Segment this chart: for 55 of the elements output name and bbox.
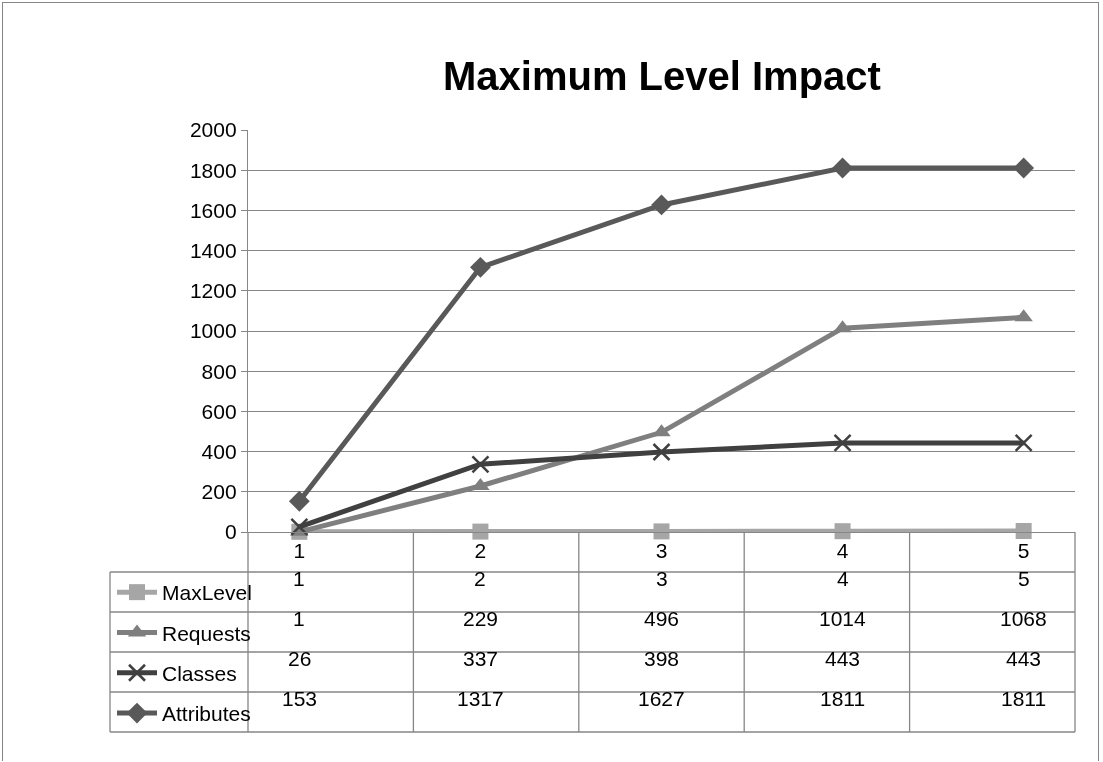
point: [833, 433, 852, 453]
legend-label: Classes: [162, 661, 237, 685]
point: [288, 490, 310, 512]
y-tick-label: 2000: [189, 118, 237, 142]
legend-label: Requests: [162, 621, 251, 645]
point: [1014, 433, 1033, 453]
y-tick-label: 600: [201, 399, 237, 423]
y-tick-label: 1600: [189, 198, 237, 222]
data-label: 398: [644, 647, 680, 670]
data-label: 443: [825, 647, 861, 670]
x-tick-label: 5: [1017, 539, 1030, 563]
data-label: 1: [293, 567, 305, 590]
data-label: 1068: [1000, 607, 1047, 630]
data-label: 3: [656, 567, 668, 590]
y-tick-label: 200: [201, 480, 237, 504]
x-tick-label: 1: [293, 539, 306, 563]
chart-title: Maximum Level Impact: [443, 54, 881, 98]
data-label: 1317: [457, 687, 504, 710]
y-tick-label: 1400: [189, 238, 237, 262]
point: [472, 523, 489, 540]
y-tick-label: 1000: [189, 319, 237, 343]
data-label: 153: [282, 687, 318, 710]
point: [470, 256, 491, 278]
point: [834, 523, 851, 540]
y-tick-label: 1200: [189, 279, 237, 303]
data-label: 496: [644, 607, 680, 630]
point: [471, 455, 490, 474]
data-label: 4: [837, 567, 849, 590]
legend-label: MaxLevel: [162, 581, 252, 605]
data-label: 337: [463, 647, 499, 670]
data-label: 26: [288, 647, 312, 670]
point: [651, 194, 672, 216]
x-tick-label: 4: [836, 539, 849, 563]
data-label: 1811: [820, 687, 866, 710]
legend-label: Attributes: [162, 702, 251, 726]
data-label: 2: [474, 567, 486, 590]
point: [1013, 157, 1035, 179]
data-label: 1014: [819, 607, 867, 630]
point: [1015, 523, 1032, 539]
y-tick-label: 400: [201, 439, 237, 463]
point: [653, 523, 670, 540]
x-tick-label: 3: [655, 539, 668, 563]
x-tick-label: 2: [474, 539, 487, 563]
data-label: 5: [1018, 567, 1030, 590]
data-label: 229: [463, 607, 499, 630]
point: [652, 442, 671, 462]
point: [290, 517, 309, 537]
y-tick-label: 800: [201, 359, 237, 383]
y-tick-label: 0: [224, 520, 237, 544]
data-label: 1627: [638, 687, 685, 710]
point: [832, 157, 853, 179]
data-label: 1: [293, 607, 305, 630]
data-label: 443: [1006, 647, 1042, 670]
y-tick-label: 1800: [189, 158, 237, 182]
data-label: 1811: [1001, 687, 1047, 710]
